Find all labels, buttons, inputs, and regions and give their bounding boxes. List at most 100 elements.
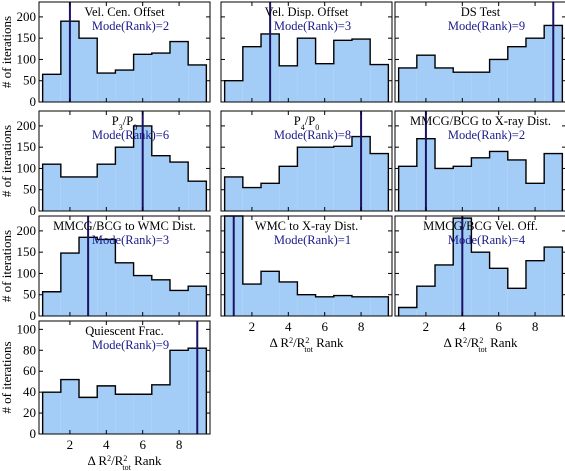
histogram-bar (507, 288, 526, 316)
y-tick-label: 0 (30, 308, 37, 323)
histogram-bar (188, 64, 207, 102)
x-axis-label: Δ R2/R2 tot Rank (443, 335, 518, 354)
y-axis-label: # of iterations (0, 16, 14, 88)
histogram-bar (507, 46, 526, 102)
x-tick-label: 4 (285, 319, 292, 334)
x-tick-label: 8 (358, 319, 365, 334)
histogram-panel: 0 50 100 150 200 MMCG/BCG to WMC Dist.Mode(Ra… (17, 215, 211, 323)
mode-label: Mode(Rank)=2 (92, 19, 169, 33)
histogram-bar (115, 70, 134, 102)
panel-title: DS Test (461, 5, 501, 19)
histogram-bar (279, 281, 298, 316)
histogram-bar (151, 53, 170, 102)
y-tick-label: 0 (30, 426, 37, 441)
histogram-bar (453, 72, 472, 102)
histogram-bar (297, 294, 316, 316)
histogram-bar (115, 394, 134, 434)
histogram-bar (315, 63, 334, 102)
histogram-bar (333, 295, 352, 316)
y-tick-label: 150 (17, 139, 37, 154)
mode-label: Mode(Rank)=1 (274, 233, 351, 247)
histogram-bar (525, 38, 545, 102)
histogram-bar (97, 73, 116, 102)
histogram-bar (398, 67, 417, 102)
histogram-outline (397, 217, 564, 316)
histogram-bar (60, 176, 80, 211)
x-axis-label: Δ R2/R2 tot Rank (87, 453, 162, 471)
panel-title: P4/P0 (294, 114, 319, 132)
mode-label: Mode(Rank)=6 (92, 128, 169, 142)
histogram-panel: MMCG/BCG to X-ray Dist.Mode(Rank)=2 (394, 110, 565, 212)
histogram-bar (42, 392, 61, 434)
histogram-bar (188, 286, 207, 316)
y-tick-label: 100 (17, 321, 37, 336)
panel-title: P3/P0 (112, 114, 137, 132)
histogram-outline (223, 135, 390, 211)
histogram-bar (370, 296, 389, 316)
y-tick-label: 50 (23, 287, 36, 302)
histogram-bar (79, 397, 98, 434)
histogram-bar (370, 153, 389, 211)
x-tick-label: 6 (321, 319, 328, 334)
histogram-bar (297, 38, 316, 102)
mode-label: Mode(Rank)=3 (92, 233, 169, 247)
histogram-bar (261, 183, 280, 211)
histogram-bar (115, 147, 134, 211)
histogram-bar (169, 290, 189, 316)
y-tick-label: 100 (17, 160, 37, 175)
histogram-bar (471, 157, 490, 211)
histogram-bar (416, 286, 436, 316)
panel-frame (220, 215, 393, 317)
histogram-bar (79, 176, 98, 211)
histogram-bar (169, 350, 189, 434)
x-tick-label: 6 (495, 319, 502, 334)
histogram-panel: 0 20 40 60 80 100 2 4 6 8 Quiescent Frac.Mode(Rank… (17, 320, 211, 471)
y-axis-label: # of iterations (0, 230, 14, 302)
histogram-bar (133, 394, 152, 434)
mode-label: Mode(Rank)=9 (92, 338, 169, 352)
histogram-outline (41, 347, 208, 434)
histogram-bar (151, 155, 170, 211)
mode-label: Mode(Rank)=9 (448, 19, 525, 33)
histogram-bar (279, 65, 298, 102)
panel-frame (394, 1, 565, 103)
x-tick-label: 4 (103, 437, 110, 452)
x-tick-label: 6 (139, 437, 146, 452)
panel-frame (220, 110, 393, 212)
histogram-bar (242, 284, 262, 316)
y-tick-label: 40 (23, 384, 36, 399)
histogram-bar (544, 153, 563, 211)
panel-frame (394, 110, 565, 212)
histogram-bar (133, 54, 152, 102)
panel-frame (220, 1, 393, 103)
y-tick-label: 200 (17, 223, 37, 238)
y-tick-label: 80 (23, 342, 36, 357)
panel-title: Vel. Cen. Offset (84, 5, 165, 19)
mode-label: Mode(Rank)=2 (448, 128, 525, 142)
histogram-outline (223, 33, 390, 102)
histogram-panel: 2 4 6 8 WMC to X-ray Dist.Mode(Rank)=1 Δ R2/R… (220, 215, 393, 354)
panel-frame (394, 215, 565, 317)
histogram-bar (224, 176, 243, 211)
histogram-bar (416, 55, 436, 102)
histogram-bar (471, 72, 490, 102)
x-tick-label: 2 (249, 319, 256, 334)
y-tick-label: 0 (30, 94, 37, 109)
x-axis-label: Δ R2/R2 tot Rank (269, 335, 344, 354)
histogram-bar (544, 247, 563, 316)
histogram-outline (397, 137, 564, 211)
histogram-bar (188, 181, 207, 211)
histogram-bar (115, 262, 134, 316)
histogram-bar (42, 74, 61, 102)
y-tick-label: 200 (17, 118, 37, 133)
histogram-bar (351, 296, 371, 316)
panel-frame (38, 320, 211, 435)
histogram-bar (133, 275, 152, 316)
panel-title: MMCG/BCG to WMC Dist. (53, 219, 196, 233)
histogram-bar (97, 164, 116, 211)
histogram-bar (489, 268, 508, 316)
y-tick-label: 50 (23, 73, 36, 88)
